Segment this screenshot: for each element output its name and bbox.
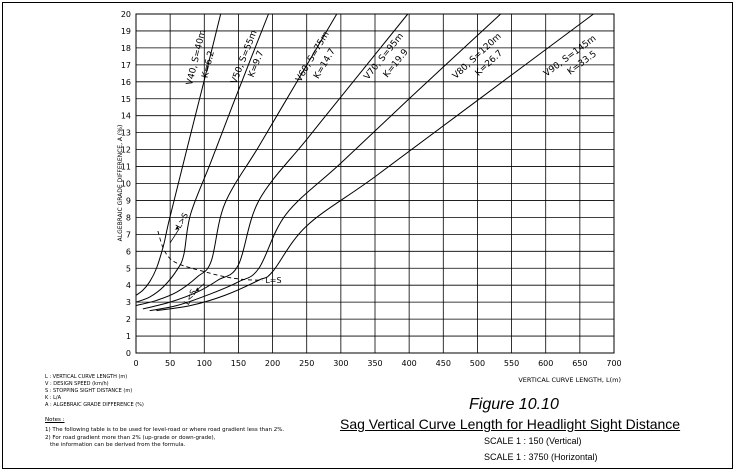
- x-tick-label: 700: [606, 359, 621, 368]
- chart-labels: 0 50 100 150 200 250 300 350 400 450 500 550 600 650 7…: [121, 10, 622, 368]
- y-tick-label: 19: [121, 27, 131, 36]
- legend-note: L : VERTICAL CURVE LENGTH (m): [45, 374, 128, 380]
- y-tick-label: 17: [121, 61, 131, 70]
- y-tick-label: 20: [121, 10, 131, 19]
- arrow-below-head: [195, 287, 200, 292]
- boundary-line: [157, 230, 263, 281]
- y-tick-label: 7: [126, 230, 131, 239]
- y-tick-label: 15: [121, 95, 131, 104]
- y-tick-label: 3: [126, 298, 131, 307]
- series-line: [142, 13, 409, 310]
- x-tick-label: 0: [133, 359, 138, 368]
- y-tick-label: 12: [121, 146, 131, 155]
- y-tick-label: 5: [126, 264, 131, 273]
- y-tick-label: 1: [126, 332, 131, 341]
- notes-block: Notes : 1) The following table is to be …: [45, 417, 284, 449]
- x-tick-label: 300: [333, 359, 348, 368]
- series-line: [156, 13, 594, 312]
- y-tick-label: 14: [121, 112, 131, 121]
- series-line: [135, 13, 338, 307]
- note-item: 1) The following table is to be used for…: [45, 427, 285, 433]
- y-tick-label: 13: [121, 129, 131, 138]
- y-tick-label: 8: [126, 213, 131, 222]
- y-axis-label: ALGEBRAIC GRADE DIFFERENCE, A (%): [117, 125, 124, 242]
- boundary-label: L=S: [265, 276, 281, 285]
- y-tick-label: 10: [121, 180, 131, 189]
- x-tick-label: 650: [572, 359, 587, 368]
- x-tick-label: 350: [367, 359, 382, 368]
- x-tick-label: 200: [265, 359, 280, 368]
- note-item: 2) For road gradient more than 2% (up-gr…: [45, 435, 216, 441]
- y-tick-label: 18: [121, 44, 131, 53]
- x-tick-label: 250: [299, 359, 314, 368]
- legend-note: V : DESIGN SPEED (km/h): [45, 381, 109, 387]
- legend-note: K : L/A: [45, 395, 62, 401]
- x-tick-label: 600: [538, 359, 553, 368]
- series-line: [149, 13, 501, 312]
- figure-frame: [2, 2, 733, 469]
- chart-curves: [135, 13, 594, 312]
- x-tick-label: 50: [165, 359, 175, 368]
- arrow-above-head: [175, 225, 180, 230]
- x-tick-label: 150: [231, 359, 246, 368]
- chart-grid: [135, 13, 615, 354]
- series-line: [135, 13, 269, 303]
- legend-notes: L : VERTICAL CURVE LENGTH (m) V : DESIGN…: [45, 374, 144, 409]
- x-tick-label: 100: [197, 359, 212, 368]
- scale-horizontal: SCALE 1 : 3750 (Horizontal): [484, 452, 598, 462]
- note-item: the information can be derived from the …: [50, 442, 186, 448]
- figure-number: Figure 10.10: [469, 396, 559, 413]
- y-tick-label: 6: [126, 247, 131, 256]
- x-tick-label: 400: [402, 359, 417, 368]
- y-tick-label: 4: [126, 281, 131, 290]
- series-line: [135, 13, 222, 296]
- y-tick-label: 2: [126, 315, 131, 324]
- legend-note: S : STOPPING SIGHT DISTANCE (m): [45, 388, 133, 394]
- y-tick-label: 0: [126, 349, 131, 358]
- y-tick-label: 9: [126, 196, 131, 205]
- x-tick-label: 500: [470, 359, 485, 368]
- y-tick-label: 16: [121, 78, 131, 87]
- y-tick-label: 11: [121, 163, 131, 172]
- x-tick-label: 550: [504, 359, 519, 368]
- x-tick-label: 450: [436, 359, 451, 368]
- figure-title: Sag Vertical Curve Length for Headlight …: [340, 416, 681, 432]
- x-axis-label: VERTICAL CURVE LENGTH, L(m): [518, 376, 621, 384]
- arrow-above-shaft: [169, 228, 180, 244]
- legend-note: A : ALGEBRAIC GRADE DIFFERENCE (%): [45, 402, 144, 408]
- scale-vertical: SCALE 1 : 150 (Vertical): [484, 436, 582, 446]
- notes-title: Notes :: [45, 417, 65, 423]
